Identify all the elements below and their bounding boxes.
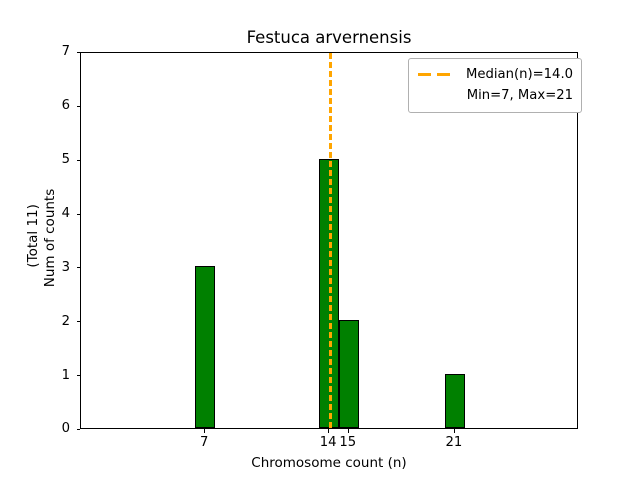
x-tick-label-7: 7 [199, 435, 209, 450]
bar-21 [445, 374, 465, 428]
y-tick-label-7: 7 [61, 44, 70, 60]
x-tick-label-21: 21 [445, 435, 463, 450]
bar-15 [338, 320, 359, 428]
x-tick-mark-7 [204, 429, 206, 433]
dashed-line-icon [417, 69, 457, 81]
y-axis-label-total: (Total 11) [25, 204, 41, 272]
x-tick-mark-15 [347, 429, 349, 433]
x-tick-label-15: 15 [339, 435, 357, 450]
chart-title: Festuca arvernensis [246, 28, 412, 47]
legend-label-median: Median(n)=14.0 [466, 67, 574, 82]
y-tick-mark-2 [76, 321, 80, 323]
y-tick-mark-0 [76, 429, 80, 430]
x-tick-mark-21 [453, 429, 455, 433]
x-tick-mark-14 [328, 429, 330, 433]
plot-area [80, 52, 578, 429]
y-tick-mark-4 [76, 213, 80, 215]
y-tick-mark-3 [76, 267, 80, 269]
y-tick-mark-7 [76, 52, 80, 53]
legend-entry-median: Median(n)=14.0 [417, 64, 573, 85]
bar-7 [195, 266, 215, 428]
y-tick-label-6: 6 [61, 98, 70, 114]
x-tick-label-14: 14 [319, 435, 337, 450]
y-tick-label-1: 1 [61, 367, 70, 383]
y-tick-label-4: 4 [61, 206, 70, 221]
y-tick-mark-1 [76, 375, 80, 377]
y-tick-label-0: 0 [61, 421, 70, 437]
y-tick-mark-6 [76, 105, 80, 107]
legend-label-minmax: Min=7, Max=21 [466, 88, 574, 103]
y-tick-label-5: 5 [61, 152, 70, 168]
legend-entry-minmax: Min=7, Max=21 [417, 85, 573, 106]
x-axis-label: Chromosome count (n) [251, 455, 407, 471]
y-tick-label-2: 2 [61, 313, 70, 329]
median-line [329, 53, 333, 428]
legend: Median(n)=14.0 Min=7, Max=21 [408, 58, 583, 113]
bar-14 [319, 158, 339, 428]
y-tick-label-3: 3 [61, 259, 70, 275]
y-tick-mark-5 [76, 159, 80, 161]
